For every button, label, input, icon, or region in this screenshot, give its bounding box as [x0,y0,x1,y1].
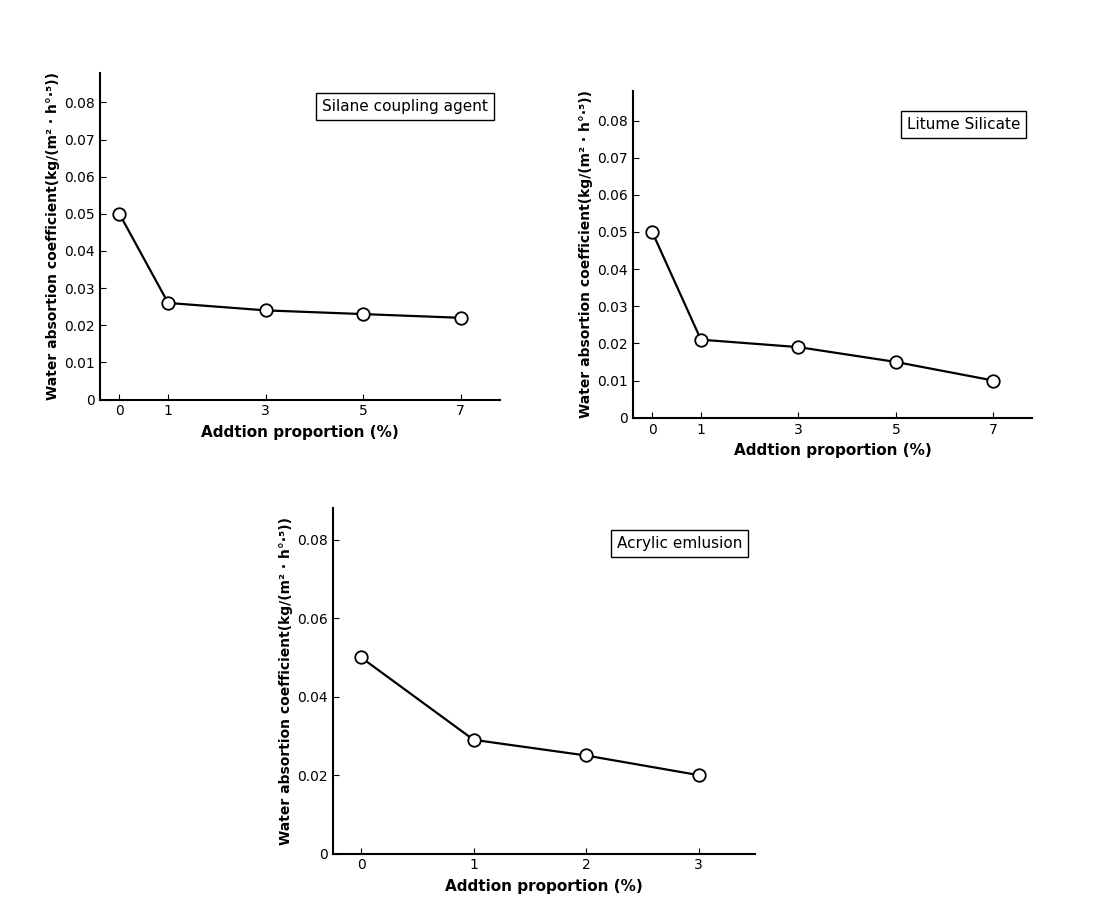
Y-axis label: Water absortion coefficient(kg/(m² · h°·⁵)): Water absortion coefficient(kg/(m² · h°·… [280,517,293,845]
X-axis label: Addtion proportion (%): Addtion proportion (%) [201,425,398,440]
Y-axis label: Water absortion coefficient(kg/(m² · h°·⁵)): Water absortion coefficient(kg/(m² · h°·… [579,90,593,419]
X-axis label: Addtion proportion (%): Addtion proportion (%) [734,443,931,459]
Y-axis label: Water absortion coefficient(kg/(m² · h°·⁵)): Water absortion coefficient(kg/(m² · h°·… [47,72,60,400]
X-axis label: Addtion proportion (%): Addtion proportion (%) [445,879,643,894]
Text: Acrylic emlusion: Acrylic emlusion [617,536,743,551]
Text: Silane coupling agent: Silane coupling agent [322,99,487,114]
Text: Litume Silicate: Litume Silicate [907,117,1020,132]
